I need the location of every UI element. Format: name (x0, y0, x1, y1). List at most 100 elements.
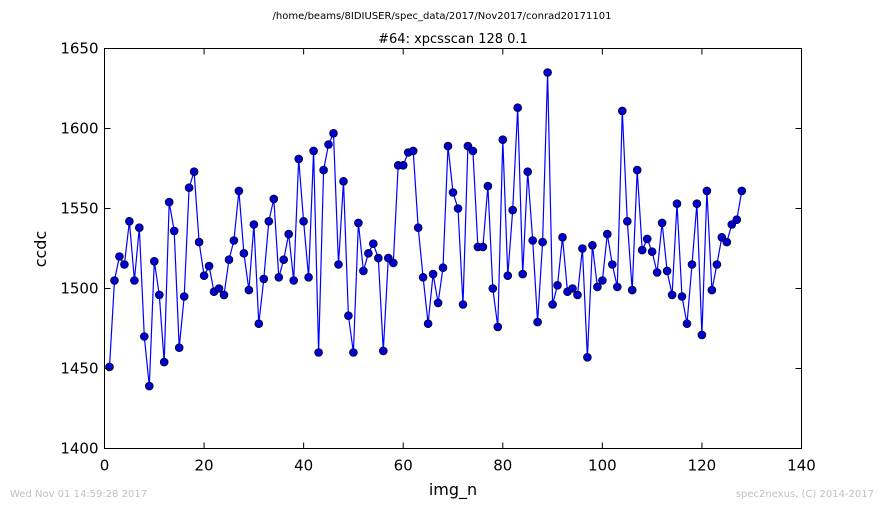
data-point (418, 272, 428, 282)
data-point (602, 229, 612, 239)
data-point (533, 317, 542, 327)
data-point (583, 352, 592, 362)
data-point (478, 242, 488, 252)
y-tick-label: 1600 (60, 120, 98, 138)
data-point (543, 68, 552, 77)
data-point (488, 284, 498, 293)
data-point (234, 186, 244, 196)
data-point (448, 188, 458, 197)
data-point (607, 260, 617, 269)
y-tick-label: 1500 (60, 280, 98, 298)
data-point (179, 292, 189, 301)
data-point (388, 258, 398, 268)
data-point (682, 319, 692, 329)
data-point (428, 269, 438, 279)
data-point (105, 362, 114, 372)
x-tick-label: 60 (394, 457, 413, 475)
data-point (359, 266, 368, 276)
data-point (354, 218, 363, 228)
data-point (598, 276, 607, 285)
data-point (309, 146, 318, 156)
plot-area (105, 68, 747, 391)
data-point (224, 255, 234, 265)
data-point (662, 266, 672, 276)
chart-title: #64: xpcsscan 128 0.1 (378, 32, 528, 47)
plot-frame (104, 48, 802, 449)
data-point (199, 271, 209, 281)
data-point (339, 177, 348, 186)
footer-credit: spec2nexus, (C) 2014-2017 (736, 489, 874, 500)
y-tick-label: 1400 (60, 440, 98, 458)
data-point (398, 161, 408, 170)
x-tick-label: 100 (588, 457, 617, 475)
x-tick-label: 80 (493, 457, 512, 475)
data-point (518, 269, 528, 279)
data-point (204, 261, 214, 271)
data-point (503, 271, 513, 281)
data-point (373, 253, 383, 263)
data-point (344, 311, 353, 321)
data-point (349, 348, 358, 357)
data-point (155, 290, 164, 300)
data-point (593, 282, 602, 292)
data-point (145, 381, 154, 391)
data-point (667, 290, 677, 300)
data-point (493, 322, 503, 332)
data-point (279, 255, 289, 265)
data-point (150, 256, 159, 266)
data-point (120, 260, 129, 269)
data-point (244, 285, 254, 295)
data-point (657, 218, 667, 228)
data-point (164, 197, 174, 207)
data-point (622, 217, 632, 226)
data-point (672, 199, 682, 208)
data-point (130, 276, 139, 285)
data-point (189, 167, 199, 176)
y-tick-label: 1550 (60, 200, 98, 218)
x-axis-label: img_n (429, 480, 477, 500)
data-point (135, 223, 144, 232)
data-point (219, 290, 229, 300)
data-point (433, 298, 443, 308)
data-point (568, 284, 577, 293)
data-point (184, 183, 194, 192)
data-point (319, 165, 328, 175)
data-point (677, 292, 687, 301)
x-tick-label: 0 (100, 457, 110, 475)
data-point (334, 260, 343, 269)
data-point (229, 236, 239, 245)
data-point (264, 217, 274, 226)
x-tick-label: 140 (787, 457, 816, 475)
data-point (110, 276, 119, 285)
data-point (438, 263, 448, 273)
data-point (159, 357, 169, 367)
data-point (314, 348, 323, 357)
data-point (647, 247, 657, 256)
data-point (115, 252, 124, 261)
data-point (289, 276, 299, 285)
data-point (702, 186, 712, 196)
data-point (249, 220, 259, 229)
data-point (284, 229, 294, 239)
data-point (652, 268, 662, 277)
data-point (299, 217, 308, 226)
data-point (548, 300, 557, 309)
data-point (413, 223, 423, 232)
y-axis-label: ccdc (31, 231, 50, 268)
data-point (458, 300, 468, 309)
data-point (513, 103, 523, 112)
data-point (254, 319, 264, 329)
data-point (214, 284, 224, 293)
axis-ticks: 0 20 40 60 80 100 120 140 1400 1450 1500 1550 1600 16… (60, 40, 816, 475)
data-point (294, 154, 304, 164)
data-point (453, 204, 463, 213)
data-point (378, 346, 388, 356)
data-point (578, 244, 587, 253)
data-point (498, 135, 508, 144)
data-point (737, 186, 747, 196)
data-point (140, 332, 149, 341)
data-point (538, 237, 547, 247)
y-tick-label: 1450 (60, 360, 98, 378)
x-tick-label: 120 (688, 457, 717, 475)
